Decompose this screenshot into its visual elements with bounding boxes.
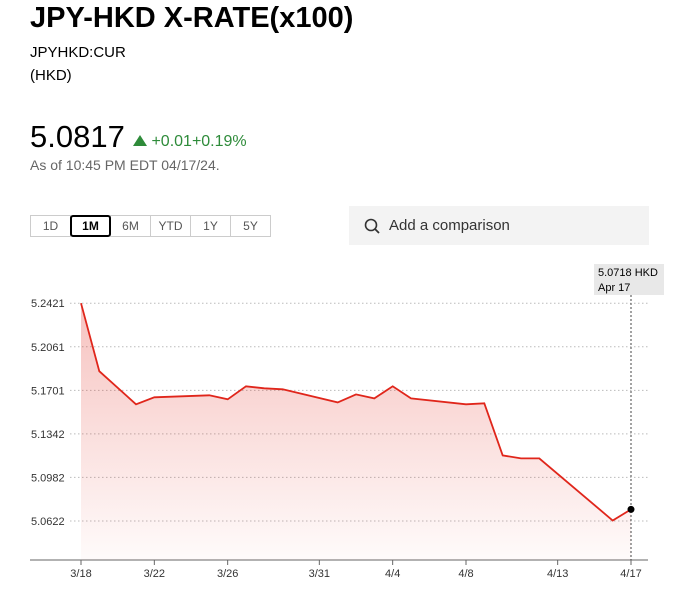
currency: (HKD) xyxy=(30,67,72,84)
y-tick-label: 5.0622 xyxy=(31,516,65,528)
x-tick-label: 3/31 xyxy=(309,568,330,580)
range-button[interactable]: 5Y xyxy=(230,215,271,237)
search-placeholder: Add a comparison xyxy=(389,217,510,234)
x-tick-label: 4/4 xyxy=(385,568,400,580)
y-tick-label: 5.1342 xyxy=(31,429,65,441)
up-arrow xyxy=(133,135,147,146)
chart: 5.2421 5.2061 5.1701 5.1342 5.0982 5.0622 3/18… xyxy=(30,264,664,580)
y-tick-label: 5.1701 xyxy=(31,385,65,397)
price: 5.0817 xyxy=(30,119,125,154)
last-point xyxy=(627,505,635,513)
x-tick-label: 4/17 xyxy=(620,568,641,580)
price-line xyxy=(80,302,632,522)
x-tick-label: 3/26 xyxy=(217,568,238,580)
y-tick-label: 5.2061 xyxy=(31,342,65,354)
tooltip-date: Apr 17 xyxy=(598,282,630,294)
range-button[interactable]: YTD xyxy=(150,215,191,237)
x-tick-label: 4/13 xyxy=(547,568,568,580)
symbol: JPYHKD:CUR xyxy=(30,44,126,61)
x-tick-label: 3/22 xyxy=(144,568,165,580)
tooltip-box xyxy=(594,264,664,295)
y-tick-label: 5.0982 xyxy=(31,472,65,484)
range-selector: 1D 1M 6M YTD 1Y 5Y xyxy=(30,215,271,237)
change-value: +0.01 xyxy=(151,133,192,150)
change-pct: +0.19% xyxy=(191,133,247,150)
title: JPY-HKD X-RATE(x100) xyxy=(30,2,354,34)
x-tick-label: 3/18 xyxy=(70,568,91,580)
range-button[interactable]: 1Y xyxy=(190,215,231,237)
range-button[interactable]: 6M xyxy=(110,215,151,237)
as-of: As of 10:45 PM EDT 04/17/24. xyxy=(30,157,220,173)
search-icon xyxy=(364,218,380,234)
tooltip-value: 5.0718 HKD xyxy=(598,267,658,279)
range-button[interactable]: 1M xyxy=(70,215,111,237)
y-tick-label: 5.2421 xyxy=(31,298,65,310)
area xyxy=(81,303,631,560)
search-box[interactable]: Add a comparison xyxy=(349,206,649,245)
change: +0.01+0.19% xyxy=(133,133,247,151)
range-button[interactable]: 1D xyxy=(30,215,71,237)
x-tick-label: 4/8 xyxy=(458,568,473,580)
